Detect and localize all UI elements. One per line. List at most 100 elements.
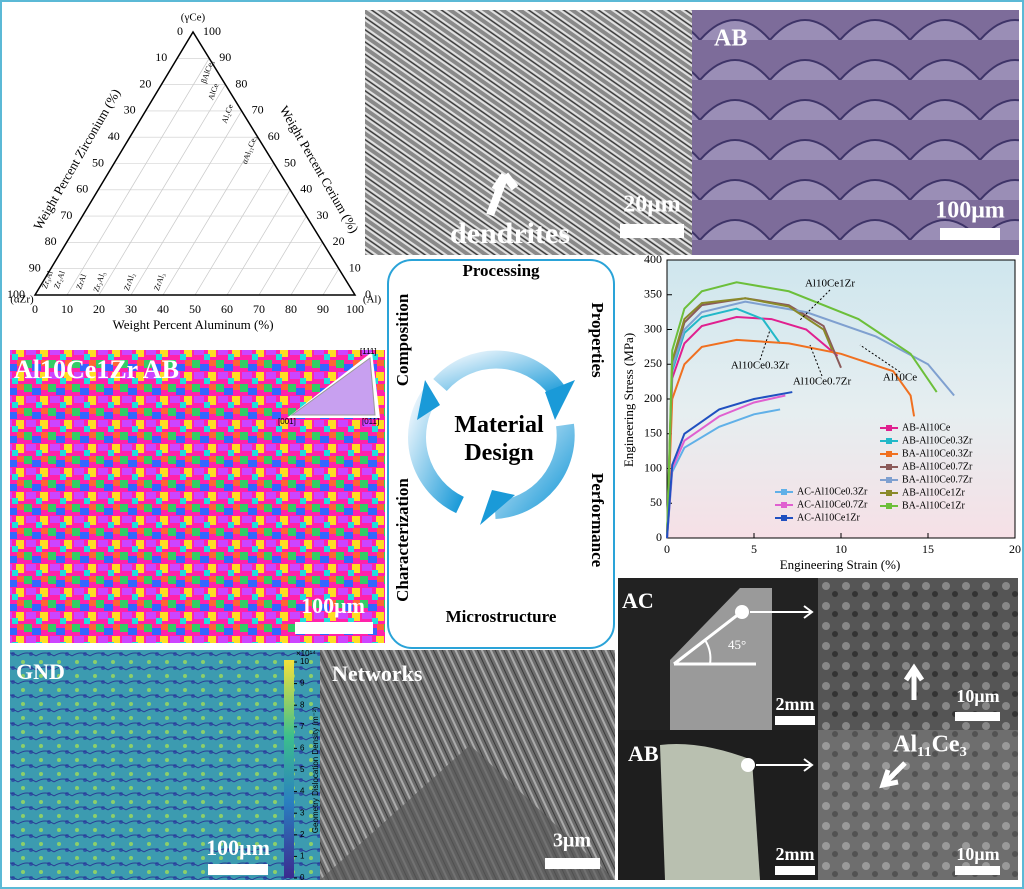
arrow: [903, 663, 925, 700]
arrow: [750, 605, 814, 619]
colorbar-tick-label: 8: [300, 700, 305, 709]
image-label: AB: [714, 26, 747, 52]
tick-label: 50: [189, 302, 201, 316]
annotation-line: [759, 329, 771, 361]
legend-marker: [886, 503, 892, 509]
legend-marker: [886, 451, 892, 457]
annotation: Al10Ce0.7Zr: [793, 376, 852, 388]
ac-sample: [670, 588, 772, 730]
legend-label: AB-Al10Ce1Zr: [902, 487, 965, 498]
colorbar-tick-label: 5: [300, 765, 305, 774]
scale-bar: [955, 866, 1000, 875]
tick-label: 30: [316, 208, 328, 222]
sem-image: [365, 10, 692, 255]
tick-label: 20: [93, 302, 105, 316]
cycle-center: Material Design: [454, 412, 544, 466]
triangle: [33, 30, 357, 296]
scale-bar-label: 20μm: [623, 192, 681, 218]
scale-bar-label: 2mm: [776, 694, 815, 714]
legend-label: AB-Al10Ce0.3Zr: [902, 435, 973, 446]
series-line: [666, 315, 839, 539]
colorbar-tick-label: 7: [300, 722, 305, 731]
tick-label: 40: [108, 129, 120, 143]
x-tick-label: 5: [751, 542, 757, 556]
tick-label: 80: [235, 76, 247, 90]
scale-bar: [295, 622, 373, 634]
image-label: AB: [628, 741, 659, 766]
legend-marker: [886, 425, 892, 431]
scale-bar-label: 100μm: [935, 198, 1005, 224]
scale-bar: [545, 858, 600, 869]
colorbar: [284, 660, 294, 878]
ipf-label: [011]: [362, 417, 379, 426]
cycle-box: [387, 259, 615, 649]
scale-bar-label: 100μm: [206, 835, 270, 860]
tick-label: 90: [29, 260, 41, 274]
y-tick-label: 250: [644, 356, 662, 370]
y-tick-label: 300: [644, 321, 662, 335]
arrow: [756, 758, 814, 772]
legend-label: AC-Al10Ce1Zr: [797, 512, 860, 523]
tick-label: 40: [300, 182, 312, 196]
colorbar-tick-label: 4: [300, 787, 305, 796]
legend-label: BA-Al10Ce0.3Zr: [902, 448, 973, 459]
image-label: Networks: [332, 661, 423, 686]
scale-bar: [620, 224, 684, 238]
tick-label: 20: [139, 76, 151, 90]
series-line: [666, 338, 916, 539]
colorbar-tick-label: 6: [300, 744, 305, 753]
arrow: [879, 761, 907, 789]
gnd-map: [10, 650, 320, 880]
cycle-stage: Performance: [588, 473, 607, 568]
angle-arc: [704, 639, 712, 665]
arrow: [486, 172, 519, 217]
y-tick-label: 50: [650, 495, 662, 509]
tick-label: 10: [349, 260, 361, 274]
grid-line: [98, 84, 226, 296]
legend-label: AB-Al10Ce: [902, 422, 951, 433]
colorbar-tick-label: 0: [300, 873, 305, 882]
scale-bar-label: 3μm: [553, 830, 591, 852]
vertex-label: (Al): [363, 294, 382, 306]
annotation-line: [799, 289, 831, 321]
tick-label: 10: [61, 302, 73, 316]
legend-marker: [781, 515, 787, 521]
legend-marker: [886, 490, 892, 496]
colorbar-tick-label: 3: [300, 808, 305, 817]
scale-bar-label: 10μm: [956, 844, 999, 864]
y-tick-label: 150: [644, 426, 662, 440]
tick-label: 40: [157, 302, 169, 316]
tick-label: 0: [365, 287, 371, 301]
tick-label: 50: [284, 155, 296, 169]
tick-label: 30: [124, 103, 136, 117]
scale-bar: [775, 716, 815, 725]
scale-bar-label: 100μm: [301, 593, 365, 618]
x-tick-label: 10: [835, 542, 847, 556]
annotation: Al10Ce0.3Zr: [731, 360, 790, 372]
x-tick-label: 0: [664, 542, 670, 556]
scale-bar: [775, 866, 815, 875]
scale-bar: [940, 228, 1000, 240]
tick-label: 90: [317, 302, 329, 316]
region: [320, 745, 615, 880]
cycle-stage: Properties: [588, 302, 607, 378]
legend-label: AC-Al10Ce0.7Zr: [797, 499, 868, 510]
colorbar-tick-label: 1: [300, 852, 305, 861]
tick-label: 10: [155, 50, 167, 64]
angle-lines: [673, 608, 756, 666]
legend-marker: [781, 502, 787, 508]
annotation: Al10Ce: [883, 372, 917, 384]
series-line: [666, 391, 793, 539]
colorbar-label: Geometry Dislocation Density (m⁻²): [311, 706, 320, 833]
optical-image: [692, 10, 1019, 255]
marker: [741, 758, 755, 772]
grid-line: [322, 268, 340, 296]
sem-image: [818, 730, 1018, 880]
scale-bar: [955, 712, 1000, 721]
tick-label: 90: [219, 50, 231, 64]
tick-label: 30: [125, 302, 137, 316]
annotation: Al₁₁Ce₃: [893, 732, 967, 758]
tick-label: 60: [221, 302, 233, 316]
legend-label: AB-Al10Ce0.7Zr: [902, 461, 973, 472]
